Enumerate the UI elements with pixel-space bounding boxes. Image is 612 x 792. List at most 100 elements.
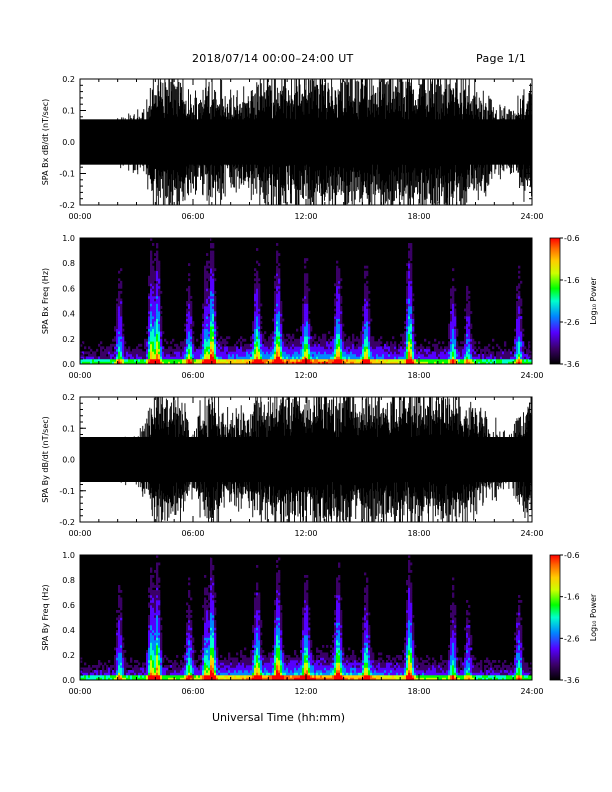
heatmap-cell [144,670,147,673]
heatmap-cell [318,356,321,360]
heatmap-cell [188,605,191,608]
heatmap-cell [274,675,277,678]
heatmap-cell [122,637,125,641]
heatmap-cell [192,323,195,327]
heatmap-cell [260,642,263,646]
heatmap-cell [208,316,211,319]
heatmap-cell [412,348,415,352]
heatmap-cell [388,348,391,352]
heatmap-cell [214,290,217,294]
heatmap-cell [164,353,167,357]
heatmap-cell [382,353,385,357]
heatmap-cell [218,356,221,360]
heatmap-cell [116,610,119,613]
heatmap-cell [206,640,209,643]
heatmap-cell [188,590,191,593]
heatmap-cell [276,255,279,259]
heatmap-cell [158,348,161,352]
heatmap-cell [406,290,409,294]
heatmap-cell [522,353,525,357]
heatmap-cell [340,285,343,289]
heatmap-cell [152,612,155,616]
heatmap-cell [128,670,131,673]
heatmap-cell [464,346,467,350]
heatmap-cell [90,672,93,676]
heatmap-cell [148,346,151,350]
heatmap-cell [120,301,123,304]
heatmap-cell [256,308,259,312]
heatmap-cell [368,358,371,362]
heatmap-cell [240,652,243,656]
heatmap-cell [452,306,455,309]
heatmap-cell [214,318,217,322]
heatmap-cell [224,670,227,673]
heatmap-cell [298,353,301,357]
heatmap-cell [368,318,371,322]
heatmap-cell [176,672,179,676]
heatmap-cell [108,677,111,681]
heatmap-cell [258,326,261,330]
heatmap-cell [188,592,191,596]
heatmap-cell [336,318,339,322]
heatmap-cell [134,358,137,362]
heatmap-cell [212,595,215,598]
heatmap-cell [254,303,257,307]
heatmap-cell [378,346,381,350]
heatmap-cell [404,361,407,365]
heatmap-cell [408,280,411,284]
heatmap-cell [424,338,427,342]
heatmap-cell [378,351,381,355]
heatmap-cell [272,675,275,678]
heatmap-cell [524,353,527,357]
heatmap-cell [268,657,271,661]
heatmap-cell [516,306,519,309]
heatmap-cell [238,677,241,681]
heatmap-cell [150,311,153,314]
heatmap-cell [456,331,459,335]
heatmap-cell [148,331,151,335]
heatmap-cell [346,343,349,347]
heatmap-cell [176,667,179,671]
heatmap-cell [156,575,159,578]
heatmap-cell [512,353,515,357]
heatmap-cell [188,341,191,345]
heatmap-cell [218,343,221,347]
heatmap-cell [110,351,113,355]
heatmap-cell [406,343,409,347]
heatmap-cell [320,343,323,347]
heatmap-cell [232,348,235,352]
heatmap-cell [210,665,213,668]
heatmap-cell [172,665,175,668]
heatmap-cell [526,353,529,357]
heatmap-cell [306,341,309,345]
heatmap-cell [254,301,257,304]
heatmap-cell [210,585,213,588]
heatmap-cell [364,321,367,324]
heatmap-cell [408,298,411,302]
heatmap-cell [408,338,411,342]
heatmap-cell [152,590,155,593]
heatmap-cell [366,356,369,360]
heatmap-cell [530,358,533,362]
heatmap-cell [218,665,221,668]
heatmap-cell [454,358,457,362]
heatmap-cell [338,313,341,317]
heatmap-cell [154,627,157,631]
heatmap-cell [404,358,407,362]
heatmap-cell [118,622,121,626]
heatmap-cell [116,361,119,365]
heatmap-cell [338,328,341,332]
heatmap-cell [158,592,161,596]
heatmap-cell [260,667,263,671]
y-tick-label: 0.2 [62,75,75,84]
heatmap-cell [214,660,217,663]
heatmap-cell [214,323,217,327]
colorbar [549,237,561,365]
heatmap-cell [218,341,221,345]
heatmap-cell [364,303,367,307]
heatmap-cell [394,361,397,365]
heatmap-cell [240,650,243,653]
heatmap-cell [186,615,189,618]
heatmap-cell [302,361,305,365]
heatmap-cell [122,670,125,673]
